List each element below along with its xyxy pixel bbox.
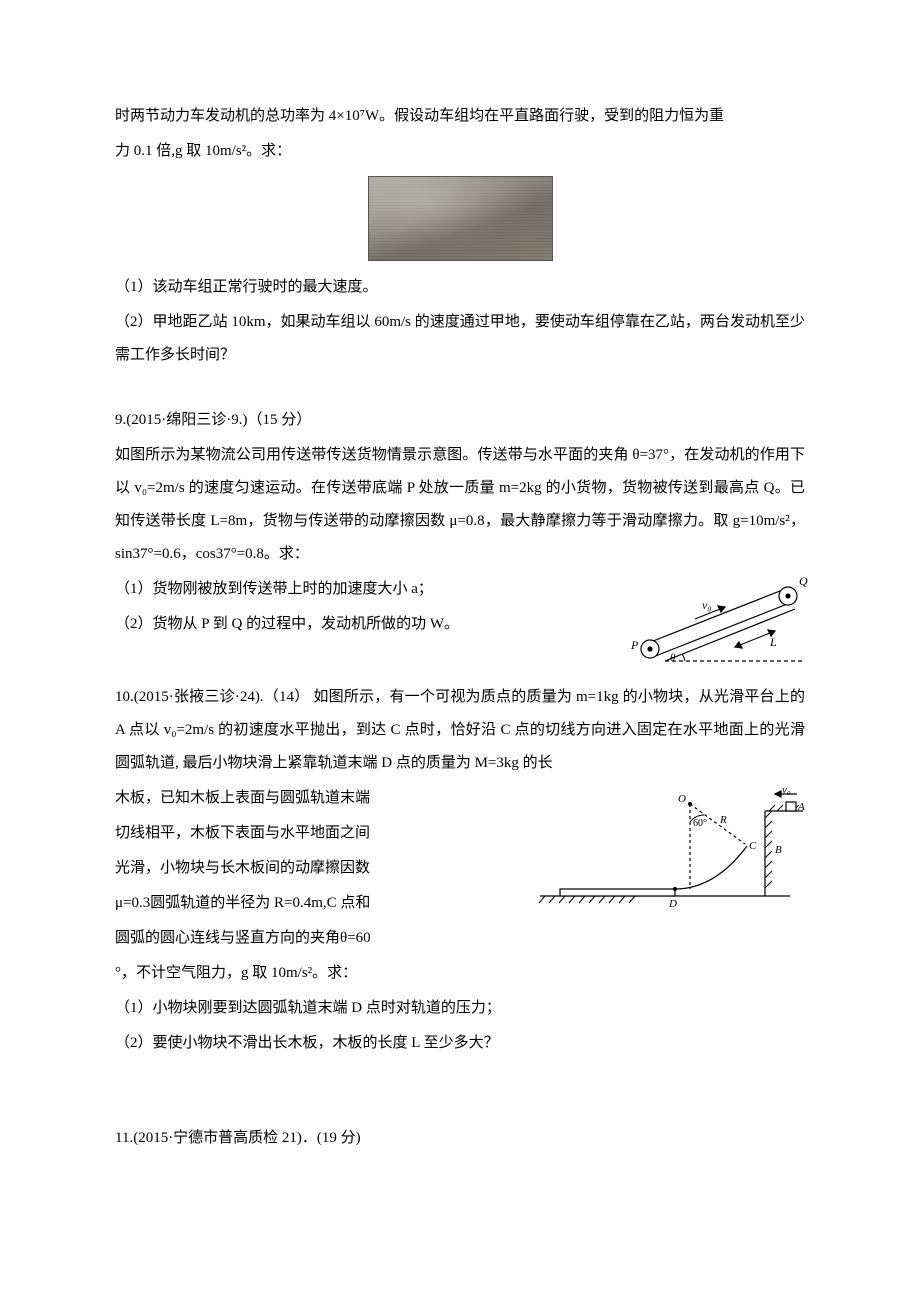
intro-line-2: 力 0.1 倍,g 取 10m/s²。求： bbox=[115, 135, 805, 168]
q10-label-v0: v₀ bbox=[782, 786, 791, 796]
q10-label-angle: 60° bbox=[693, 818, 707, 829]
q9-label-v0: v₀ bbox=[702, 598, 712, 612]
q10-body-4: μ=0.3圆弧轨道的半径为 R=0.4m,C 点和 bbox=[115, 887, 500, 920]
q10-part1: （1）小物块刚要到达圆弧轨道末端 D 点时对轨道的压力； bbox=[115, 992, 805, 1025]
q9-label-L: L bbox=[769, 635, 777, 649]
intro-line-1: 时两节动力车发动机的总功率为 4×10⁷W。假设动车组均在平直路面行驶，受到的阻… bbox=[115, 100, 805, 133]
q10-body-2: 切线相平，木板下表面与水平地面之间 bbox=[115, 817, 500, 850]
q10-header: 10.(2015·张掖三诊·24).（14） 如图所示，有一个可视为质点的质量为… bbox=[115, 681, 805, 780]
q10-part2: （2）要使小物块不滑出长木板，木板的长度 L 至少多大？ bbox=[115, 1027, 805, 1060]
train-image bbox=[368, 176, 553, 261]
q10-body-5: 圆弧的圆心连线与竖直方向的夹角θ=60 bbox=[115, 922, 500, 955]
q8-part1: （1）该动车组正常行驶时的最大速度。 bbox=[115, 271, 805, 304]
q10-block: 10.(2015·张掖三诊·24).（14） 如图所示，有一个可视为质点的质量为… bbox=[115, 681, 805, 1060]
q10-body-3: 光滑，小物块与长木板间的动摩擦因数 bbox=[115, 852, 500, 885]
q10-label-D: D bbox=[668, 898, 677, 910]
q10-label-R: R bbox=[719, 814, 727, 826]
q8-part2: （2）甲地距乙站 10km，如果动车组以 60m/s 的速度通过甲地，要使动车组… bbox=[115, 306, 805, 372]
q10-track-diagram: O 60° R C D A B v₀ bbox=[535, 786, 810, 911]
q9-label-P: P bbox=[630, 638, 639, 652]
q9-label-Q: Q bbox=[799, 574, 808, 588]
q9-block: 9.(2015·绵阳三诊·9.)（15 分） 如图所示为某物流公司用传送带传送货… bbox=[115, 404, 805, 641]
q9-conveyor-diagram: P Q v₀ L θ bbox=[625, 571, 815, 666]
q10-label-A: A bbox=[797, 801, 805, 813]
q9-header: 9.(2015·绵阳三诊·9.)（15 分） bbox=[115, 404, 805, 437]
q9-label-theta: θ bbox=[670, 652, 676, 664]
q10-label-C: C bbox=[749, 840, 757, 852]
q10-tail: °，不计空气阻力，g 取 10m/s²。求： bbox=[115, 957, 805, 990]
q10-label-B: B bbox=[775, 844, 782, 856]
q10-label-O: O bbox=[678, 793, 686, 805]
q11-header: 11.(2015·宁德市普高质检 21)．(19 分) bbox=[115, 1122, 805, 1155]
q10-body-1: 木板，已知木板上表面与圆弧轨道末端 bbox=[115, 782, 500, 815]
q9-body: 如图所示为某物流公司用传送带传送货物情景示意图。传送带与水平面的夹角 θ=37°… bbox=[115, 439, 805, 571]
